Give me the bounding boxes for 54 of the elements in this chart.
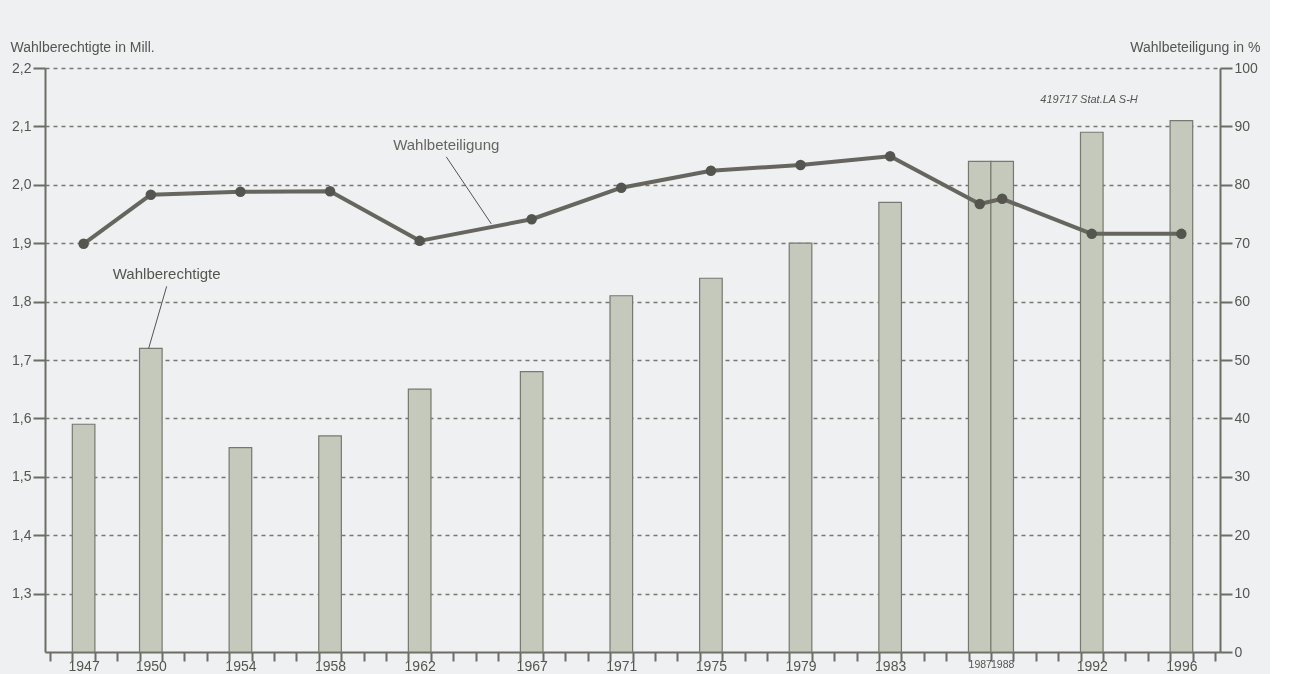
text: Wahlbeteiligung [393, 135, 500, 153]
y-tick-label: 1,9 [12, 234, 32, 251]
x-tick-label: 1975 [695, 657, 728, 674]
point [616, 182, 627, 193]
y2-tick-label: 40 [1234, 409, 1251, 426]
point [324, 185, 336, 197]
y-tick-label: 2,0 [12, 176, 32, 193]
y-tick-label: 2,2 [12, 59, 32, 76]
y-tick-label: 1,4 [12, 526, 32, 543]
y2-tick-label: 0 [1234, 643, 1243, 660]
text: Wahlberechtigte [112, 265, 221, 283]
y2-tick-label: 10 [1234, 585, 1251, 602]
x-tick-label: 1979 [785, 657, 817, 674]
point [526, 214, 537, 225]
point [996, 193, 1008, 205]
y2-tick-label: 20 [1234, 526, 1251, 543]
point [414, 235, 425, 247]
y2-tick-label: 50 [1234, 351, 1251, 368]
y2-tick-label: 80 [1234, 176, 1251, 193]
x-tick-label: 1947 [68, 657, 100, 674]
x-tick-label: 1967 [516, 657, 548, 674]
point [235, 186, 246, 198]
y-tick-label: 1,5 [12, 468, 32, 485]
x-tick-label: 1996 [1166, 657, 1198, 674]
x-tick-label: 1983 [875, 657, 907, 674]
point [884, 150, 896, 162]
x-tick-label: 1992 [1076, 657, 1109, 674]
y2-axis-title: Wahlbeteiligung in % [1130, 38, 1261, 55]
x-tick-label: 1958 [314, 657, 347, 674]
y2-tick-label: 90 [1234, 117, 1251, 134]
y-tick-label: 1,7 [12, 351, 32, 368]
y2-tick-label: 30 [1234, 468, 1251, 485]
y2-tick-label: 100 [1234, 59, 1259, 76]
y2-tick-label: 70 [1234, 234, 1251, 251]
point [78, 238, 89, 250]
annotation: 419717 Stat.LA S-H [1040, 93, 1138, 106]
x-tick-label: 1950 [135, 657, 168, 674]
point [1176, 228, 1187, 240]
point [795, 159, 806, 171]
x-tick-label: 1987 [968, 657, 993, 670]
x-tick-label: 1954 [225, 657, 257, 674]
y-tick-label: 1,8 [12, 293, 32, 310]
y-tick-label: 1,3 [12, 585, 32, 602]
x-tick-label: 1962 [404, 657, 436, 674]
point [1086, 228, 1098, 240]
y-tick-label: 2,1 [12, 117, 32, 134]
y-tick-label: 1,6 [12, 409, 32, 426]
point [145, 189, 157, 200]
x-tick-label: 1988 [990, 657, 1015, 670]
point [705, 165, 717, 177]
y-axis-title: Wahlberechtigte in Mill. [10, 38, 155, 55]
x-tick-label: 1971 [606, 657, 638, 674]
point [974, 198, 985, 210]
y2-tick-label: 60 [1234, 293, 1251, 310]
